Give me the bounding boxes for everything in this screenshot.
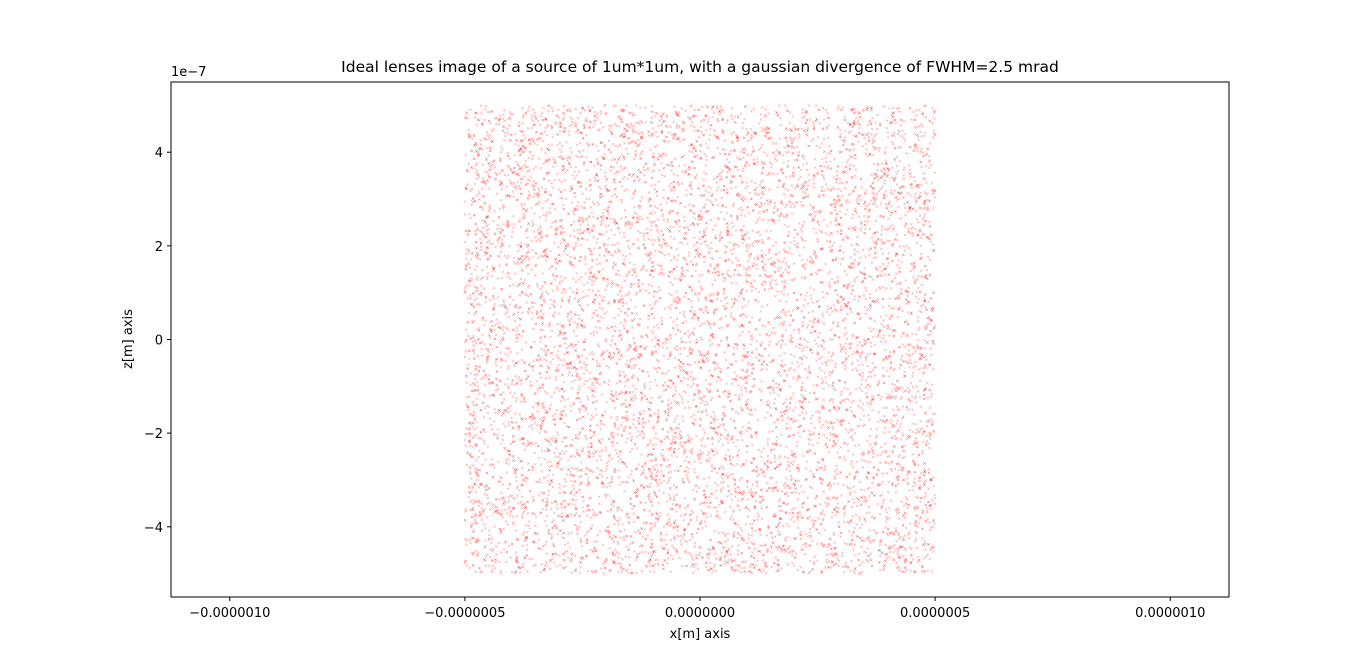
y-axis: 4 2 0 −2 −4 bbox=[144, 146, 171, 536]
scatter-series-0 bbox=[463, 104, 937, 575]
y-tick-label-1: 2 bbox=[155, 240, 163, 255]
x-axis-label: x[m] axis bbox=[670, 627, 731, 642]
x-tick-label-4: 0.0000010 bbox=[1135, 606, 1205, 621]
x-tick-label-3: 0.0000005 bbox=[900, 606, 970, 621]
y-axis-label: z[m] axis bbox=[121, 309, 136, 369]
y-offset-label: 1e−7 bbox=[171, 65, 206, 80]
y-tick-label-3: −2 bbox=[144, 427, 163, 442]
chart-title: Ideal lenses image of a source of 1um*1u… bbox=[341, 58, 1059, 76]
x-axis: −0.0000010 −0.0000005 0.0000000 0.0000005 0.… bbox=[189, 597, 1205, 621]
scatter-points bbox=[463, 104, 937, 575]
x-tick-label-2: 0.0000000 bbox=[665, 606, 735, 621]
x-tick-label-0: −0.0000010 bbox=[189, 606, 270, 621]
y-tick-label-4: −4 bbox=[144, 521, 163, 536]
y-tick-label-0: 4 bbox=[155, 146, 163, 161]
x-tick-label-1: −0.0000005 bbox=[424, 606, 505, 621]
y-tick-label-2: 0 bbox=[155, 334, 163, 349]
